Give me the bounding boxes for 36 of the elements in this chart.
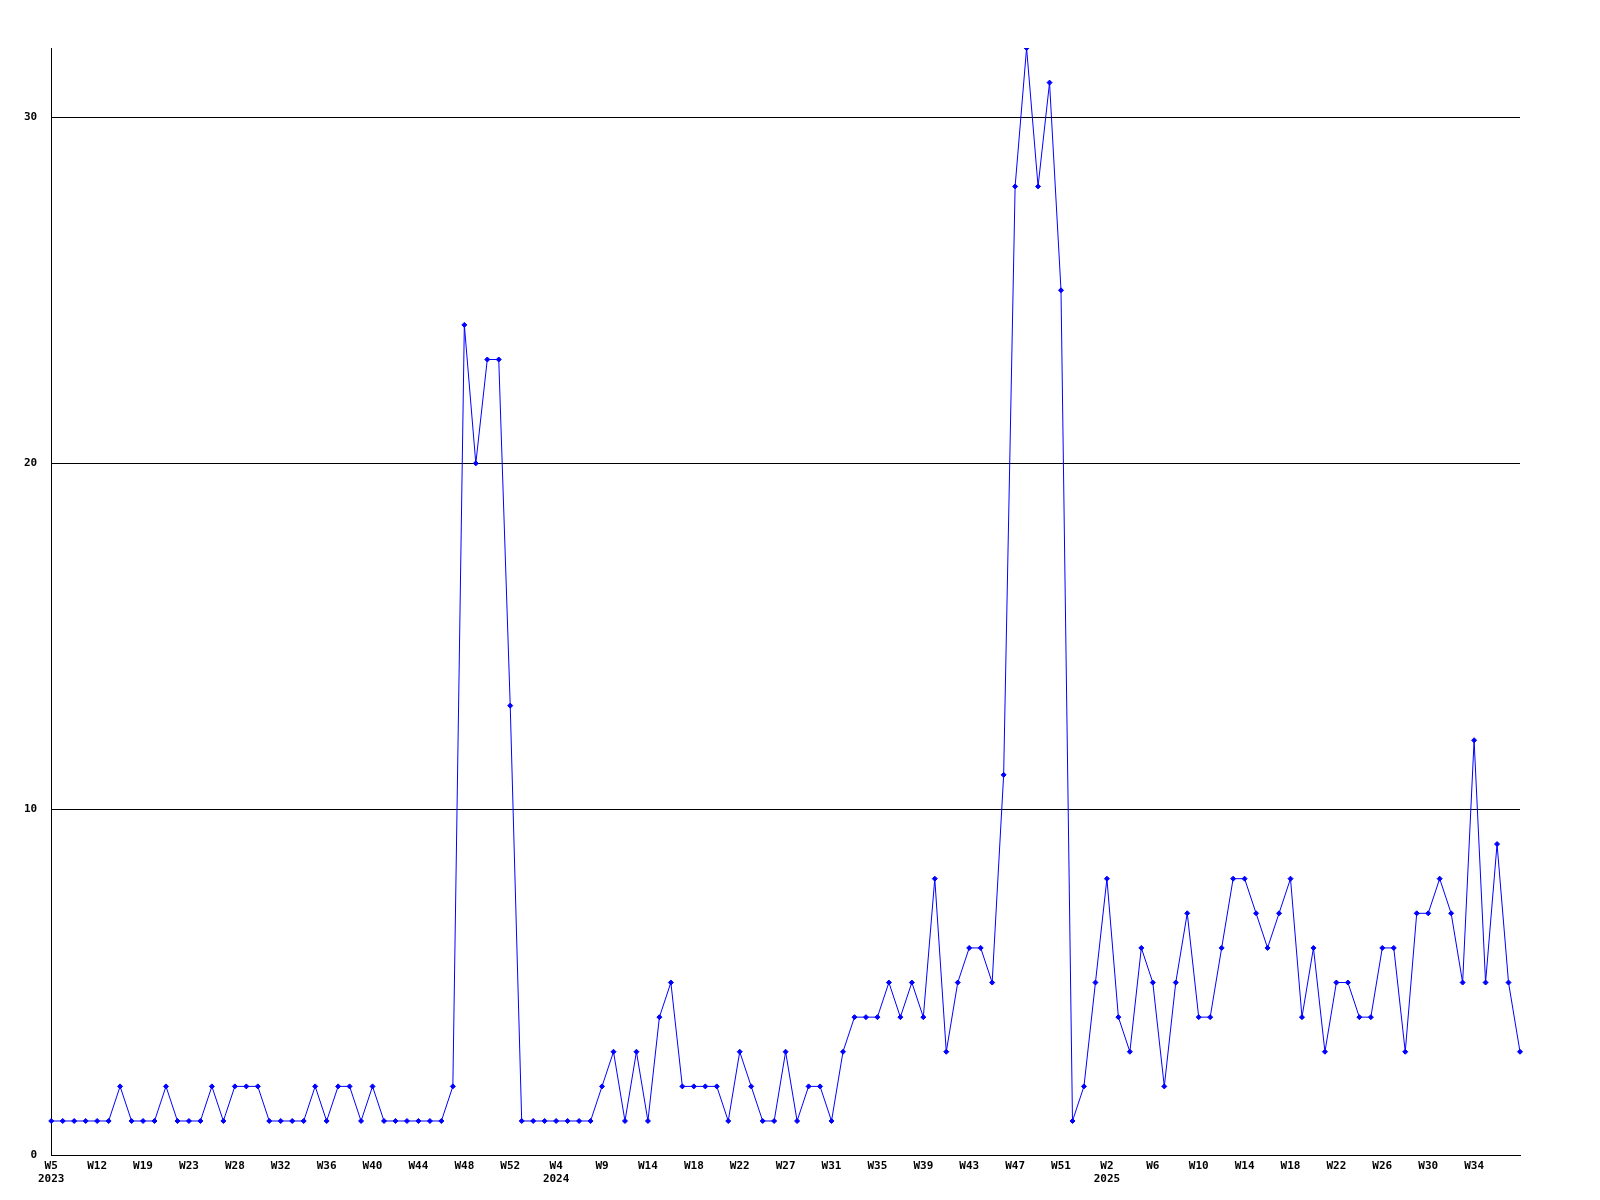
- x-tick-label: W26: [1372, 1159, 1393, 1173]
- x-tick-label: W18: [1280, 1159, 1301, 1173]
- x-tick-label: W22: [729, 1159, 750, 1173]
- y-tick-label: 20: [24, 456, 38, 470]
- x-tick-label: W14: [1234, 1159, 1255, 1173]
- x-tick-label: W43: [959, 1159, 980, 1173]
- x-tick-label: W2 2025: [1093, 1159, 1121, 1186]
- x-tick-label: W6: [1146, 1159, 1160, 1173]
- x-tick-label: W27: [775, 1159, 796, 1173]
- x-tick-label: W14: [637, 1159, 659, 1173]
- x-tick-label: W31: [821, 1159, 842, 1173]
- x-tick-label: W34: [1464, 1159, 1485, 1173]
- x-tick-label: W22: [1326, 1159, 1347, 1173]
- x-tick-label: W40: [362, 1159, 383, 1173]
- x-tick-label: W4 2024: [542, 1159, 570, 1186]
- x-tick-label: W5 2023: [38, 1159, 65, 1186]
- x-tick-label: W36: [316, 1159, 337, 1173]
- x-tick-label: W19: [133, 1159, 153, 1173]
- x-tick-label: W47: [1005, 1159, 1026, 1173]
- x-tick-label: W12: [87, 1159, 108, 1173]
- x-tick-label: W30: [1418, 1159, 1439, 1173]
- x-tick-label: W39: [913, 1159, 934, 1173]
- x-tick-label: W51: [1051, 1159, 1072, 1173]
- y-tick-label: 0: [30, 1148, 38, 1162]
- x-tick-label: W48: [454, 1159, 475, 1173]
- x-tick-label: W9: [595, 1159, 609, 1173]
- x-tick-label: W10: [1188, 1159, 1209, 1173]
- x-tick-label: W32: [270, 1159, 291, 1173]
- x-tick-label: W18: [683, 1159, 704, 1173]
- x-tick-label: W28: [224, 1159, 245, 1173]
- x-tick-label: W35: [867, 1159, 888, 1173]
- x-tick-label: W52: [500, 1159, 521, 1173]
- y-tick-label: 30: [24, 110, 38, 124]
- x-tick-label: W23: [179, 1159, 199, 1173]
- y-tick-label: 10: [24, 802, 38, 816]
- x-tick-label: W44: [408, 1159, 429, 1173]
